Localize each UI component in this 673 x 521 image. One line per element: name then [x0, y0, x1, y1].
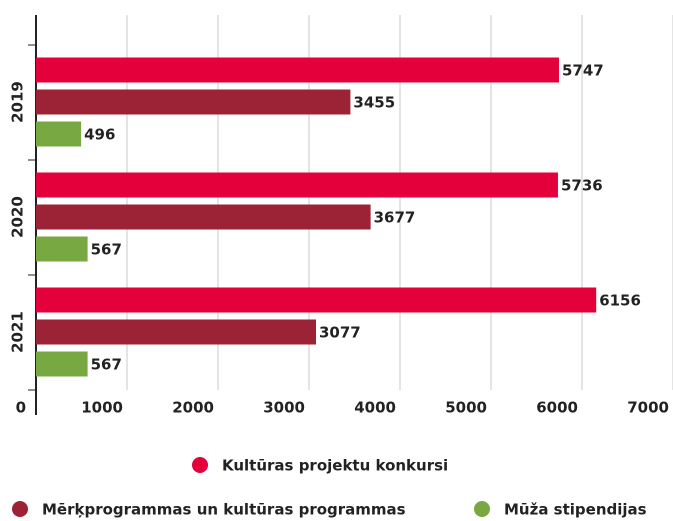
- bar: [36, 319, 317, 345]
- legend-marker: [192, 457, 208, 473]
- legend-label: Kultūras projektu konkursi: [222, 457, 448, 475]
- bar: [36, 351, 88, 377]
- x-tick-label: 1000: [81, 399, 123, 417]
- data-label: 5736: [561, 177, 603, 195]
- legend-marker: [474, 501, 490, 517]
- data-label: 3677: [374, 209, 416, 227]
- data-label: 6156: [599, 292, 641, 310]
- data-label: 567: [91, 241, 122, 259]
- bar: [36, 89, 351, 115]
- bar: [36, 121, 82, 147]
- data-label: 3077: [319, 324, 361, 342]
- bar: [36, 57, 559, 83]
- x-tick-label: 0: [16, 399, 26, 417]
- x-tick-label: 7000: [627, 399, 669, 417]
- y-tick-label: 2019: [9, 81, 27, 123]
- x-tick-label: 4000: [354, 399, 396, 417]
- data-label: 567: [91, 356, 122, 374]
- bar: [36, 236, 88, 262]
- bar: [36, 287, 597, 313]
- x-tick-label: 2000: [172, 399, 214, 417]
- y-tick-label: 2020: [9, 196, 27, 238]
- x-tick-label: 6000: [536, 399, 578, 417]
- legend-marker: [12, 501, 28, 517]
- legend-label: Mērķprogrammas un kultūras programmas: [42, 501, 406, 519]
- x-tick-label: 3000: [263, 399, 305, 417]
- x-tick-label: 5000: [445, 399, 487, 417]
- bar: [36, 172, 558, 198]
- data-label: 3455: [353, 94, 395, 112]
- legend-label: Mūža stipendijas: [504, 501, 647, 519]
- y-tick-label: 2021: [9, 311, 27, 353]
- data-label: 5747: [562, 62, 604, 80]
- bar: [36, 204, 371, 230]
- data-label: 496: [84, 126, 115, 144]
